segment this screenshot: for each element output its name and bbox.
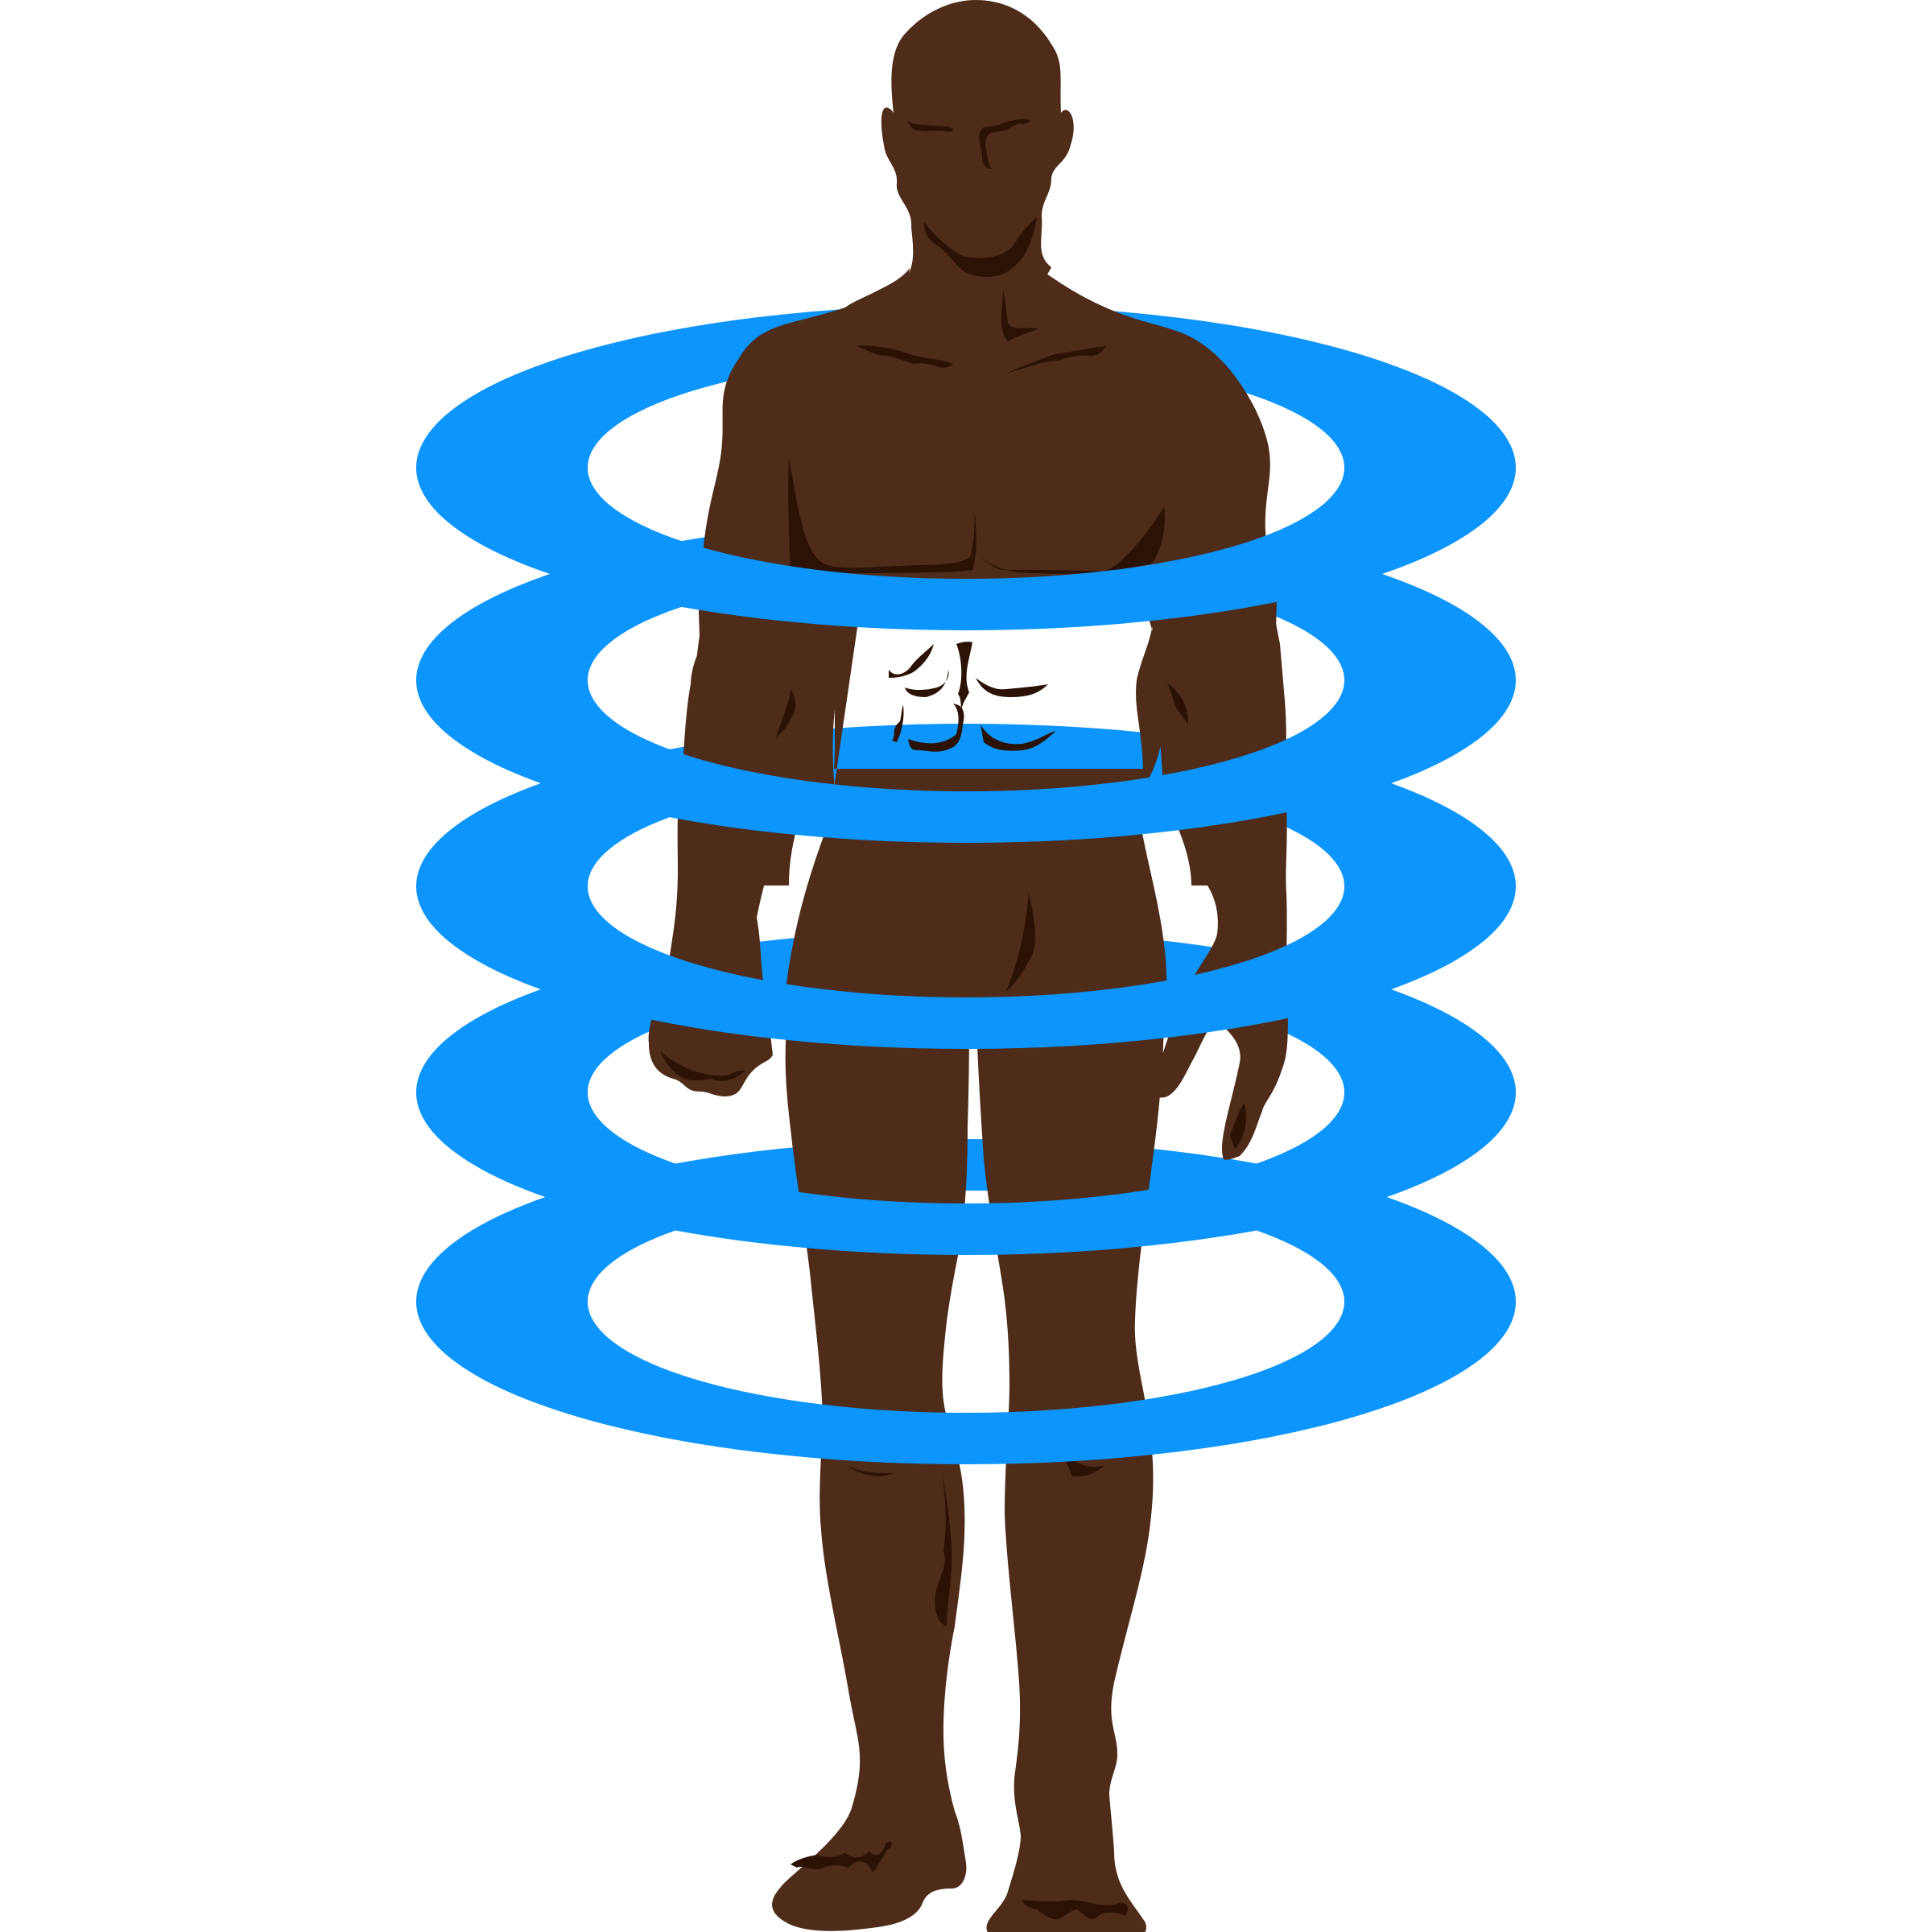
chest <box>692 258 1277 886</box>
anatomy-details <box>660 119 1246 1920</box>
head <box>881 0 1074 290</box>
left-leg <box>772 1006 969 1931</box>
